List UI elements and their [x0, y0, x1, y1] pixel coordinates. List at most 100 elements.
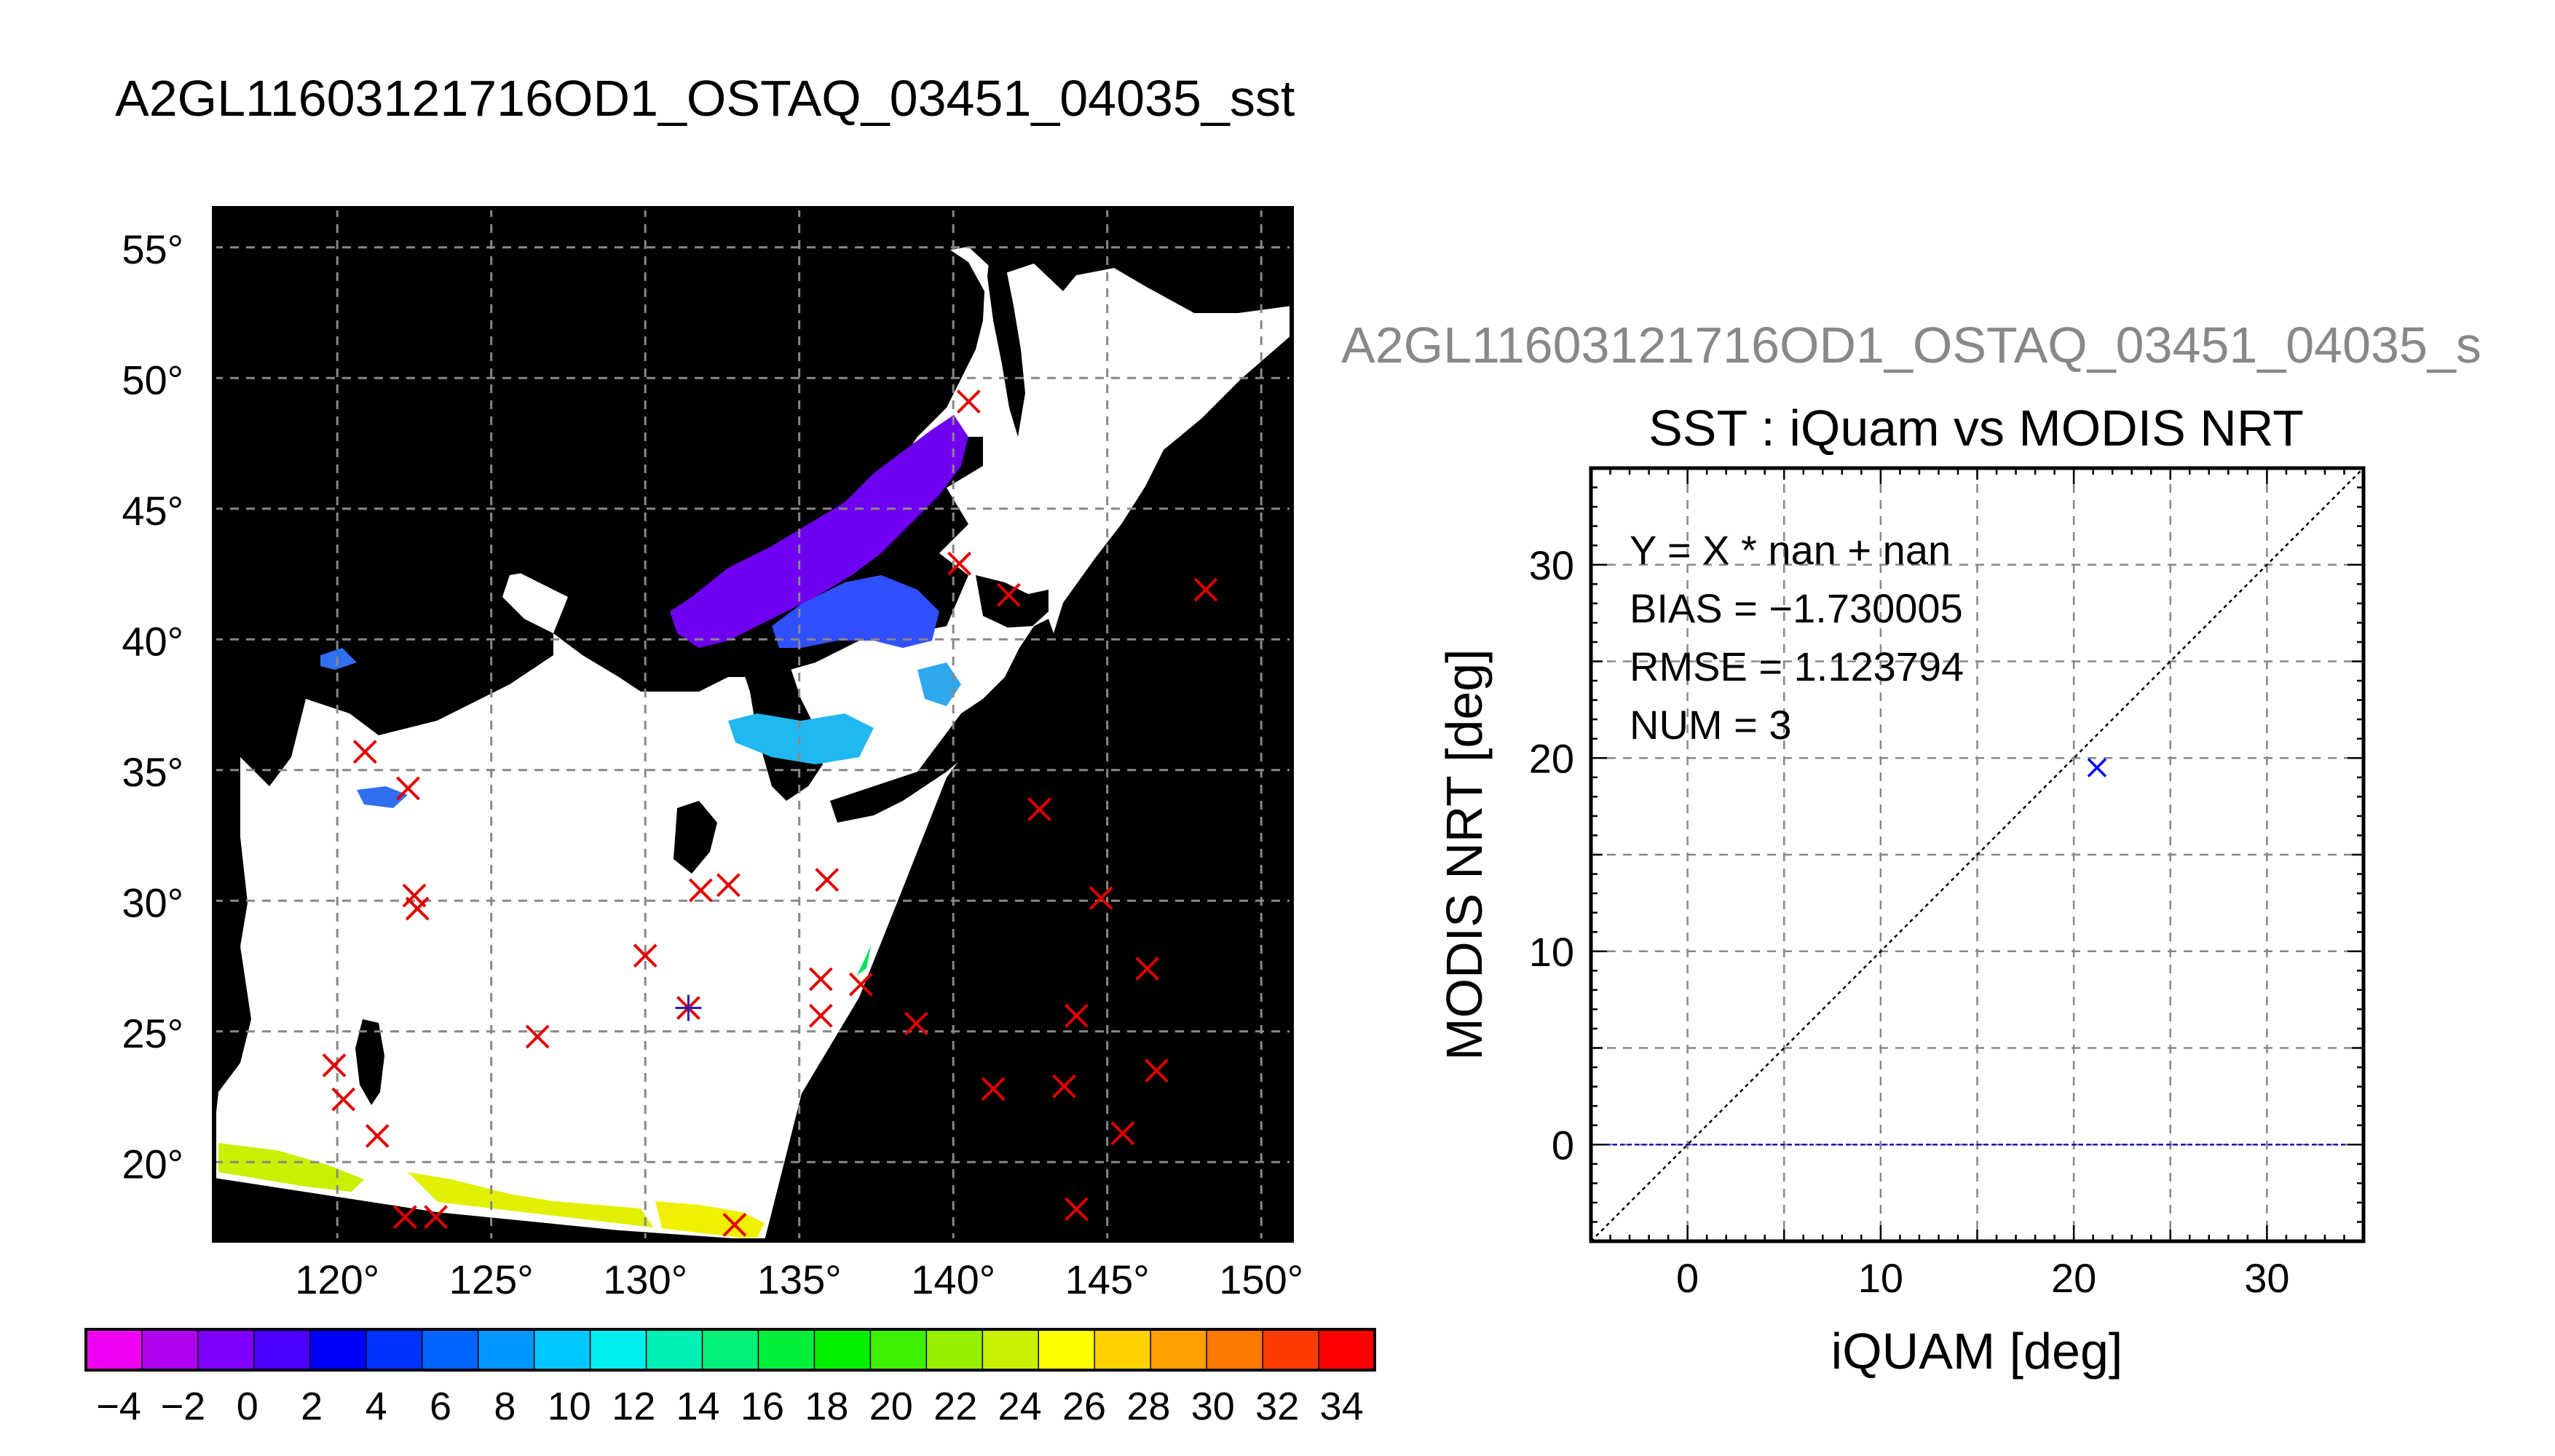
- scatter-stats: Y = X * nan + nan BIAS = −1.730005 RMSE = …: [1630, 527, 1964, 748]
- scatter-plot-title: SST : iQuam vs MODIS NRT: [1648, 400, 2304, 456]
- map-lat-label: 20°: [122, 1141, 183, 1187]
- colorbar-label: 28: [1126, 1385, 1170, 1428]
- map-lon-label: 120°: [295, 1257, 379, 1302]
- colorbar-label: 34: [1320, 1385, 1364, 1428]
- sst-patch-yellow-sea: [728, 713, 874, 764]
- colorbar-label: −2: [161, 1385, 206, 1428]
- asia-mainland: [214, 208, 984, 786]
- buoy-marker: [996, 582, 1021, 607]
- scatter-point: [2087, 758, 2107, 778]
- buoy-marker: [716, 873, 741, 898]
- map-lat-label: 40°: [122, 618, 183, 664]
- map-frame: [212, 206, 1294, 1243]
- sst-patch-japan-sea: [670, 415, 968, 648]
- map-lon-label: 145°: [1065, 1257, 1150, 1302]
- buoy-marker: [1110, 1121, 1135, 1146]
- buoy-marker: [331, 1087, 356, 1112]
- hokkaido: [976, 575, 1049, 628]
- scatter-ytick-label: 30: [1529, 542, 1574, 588]
- buoy-marker: [1193, 577, 1218, 602]
- buoy-marker: [808, 1003, 833, 1028]
- colorbar-label: 22: [933, 1385, 977, 1428]
- buoy-marker: [1135, 957, 1160, 981]
- buoy-marker: [396, 776, 420, 801]
- colorbar-label: 14: [676, 1385, 720, 1428]
- buoy-marker: [525, 1024, 550, 1049]
- colorbar-box: [477, 1329, 535, 1371]
- matchup-marker: [675, 994, 702, 1021]
- buoy-marker: [1052, 1074, 1076, 1099]
- scatter-xlabel: iQUAM [deg]: [1831, 1323, 2123, 1380]
- buoy-marker: [365, 1123, 390, 1148]
- scatter-ytick-label: 20: [1529, 735, 1574, 781]
- scatter-ytick-label: 10: [1529, 929, 1574, 975]
- sst-patch-shandong: [357, 786, 408, 808]
- scatter-xtick-label: 30: [2244, 1255, 2289, 1301]
- sst-patch-japan-sea-blue: [772, 575, 939, 648]
- colorbar-box: [1150, 1329, 1208, 1371]
- colorbar-label: 8: [494, 1385, 516, 1428]
- buoy-marker: [424, 1205, 448, 1230]
- map-tick-labels: 55° 50° 45° 40° 35° 30° 25° 20° 120° 125° 130° 135°…: [122, 226, 1303, 1302]
- map-lat-label: 30°: [122, 879, 183, 925]
- buoy-markers: [322, 389, 1218, 1237]
- map-lat-label: 25°: [122, 1010, 183, 1056]
- sst-patch-bohai: [320, 648, 357, 670]
- colorbar-label: 16: [741, 1385, 784, 1428]
- scatter-stat-line: NUM = 3: [1630, 702, 1792, 748]
- map-lon-label: 130°: [603, 1257, 687, 1302]
- colorbar-label: 10: [548, 1385, 591, 1428]
- colorbar-box: [589, 1329, 647, 1371]
- colorbar-label: 32: [1255, 1385, 1299, 1428]
- sakhalin: [987, 248, 1025, 437]
- colorbar-box: [925, 1329, 984, 1371]
- kamchatka-sea: [1034, 208, 1292, 313]
- scatter-points: [2087, 758, 2107, 778]
- buoy-marker: [352, 740, 377, 764]
- scatter-lines: [1590, 467, 2364, 1242]
- colorbar-box: [1318, 1329, 1376, 1371]
- map-lon-label: 125°: [449, 1257, 534, 1302]
- map-lon-label: 135°: [757, 1257, 842, 1302]
- colorbar-label: 6: [430, 1385, 451, 1428]
- buoy-marker: [405, 896, 430, 921]
- colorbar-label: 0: [237, 1385, 258, 1428]
- buoy-marker: [1064, 1197, 1089, 1222]
- colorbar-labels: −4 −2 0 2 4 6 8 10 12 14 16 18 20 22 24 26 28 30 32 34: [96, 1385, 1363, 1428]
- colorbar-box: [197, 1329, 256, 1371]
- map-lat-label: 45°: [122, 488, 183, 534]
- map-lon-label: 140°: [911, 1257, 995, 1302]
- colorbar-box: [701, 1329, 759, 1371]
- scatter-xtick-label: 20: [2051, 1255, 2096, 1301]
- map-lat-label: 50°: [122, 357, 183, 403]
- buoy-marker: [1089, 886, 1113, 911]
- colorbar-label: −4: [96, 1385, 141, 1428]
- buoy-marker: [392, 1205, 417, 1230]
- buoy-marker: [956, 389, 981, 414]
- colorbar-label: 20: [869, 1385, 913, 1428]
- colorbar-box: [421, 1329, 479, 1371]
- scatter-ytick-label: 0: [1552, 1122, 1574, 1168]
- colorbar-box: [645, 1329, 703, 1371]
- scatter-xtick-label: 0: [1676, 1255, 1699, 1301]
- buoy-marker: [981, 1077, 1006, 1101]
- buoy-marker: [904, 1011, 928, 1036]
- scatter-stat-line: RMSE = 1.123794: [1630, 644, 1964, 689]
- colorbar-box: [141, 1329, 200, 1371]
- map-lon-label: 150°: [1219, 1257, 1303, 1302]
- scatter-file-label: A2GL11603121716OD1_OSTAQ_03451_04035_s: [1341, 317, 2481, 373]
- colorbar-frame: [84, 1328, 1376, 1372]
- scatter-stat-line: BIAS = −1.730005: [1630, 585, 1963, 631]
- main-title: A2GL11603121716OD1_OSTAQ_03451_04035_sst: [115, 70, 1295, 127]
- map-lat-label: 35°: [122, 749, 183, 795]
- map-lat-label: 55°: [122, 226, 183, 272]
- scatter-ticks: 0 10 20 30 0 10 20 30: [1529, 467, 2365, 1301]
- colorbar-label: 2: [301, 1385, 323, 1428]
- buoy-marker: [1027, 797, 1052, 822]
- colorbar-label: 24: [998, 1385, 1042, 1428]
- buoy-marker: [633, 943, 657, 968]
- map-grid: [214, 208, 1292, 1241]
